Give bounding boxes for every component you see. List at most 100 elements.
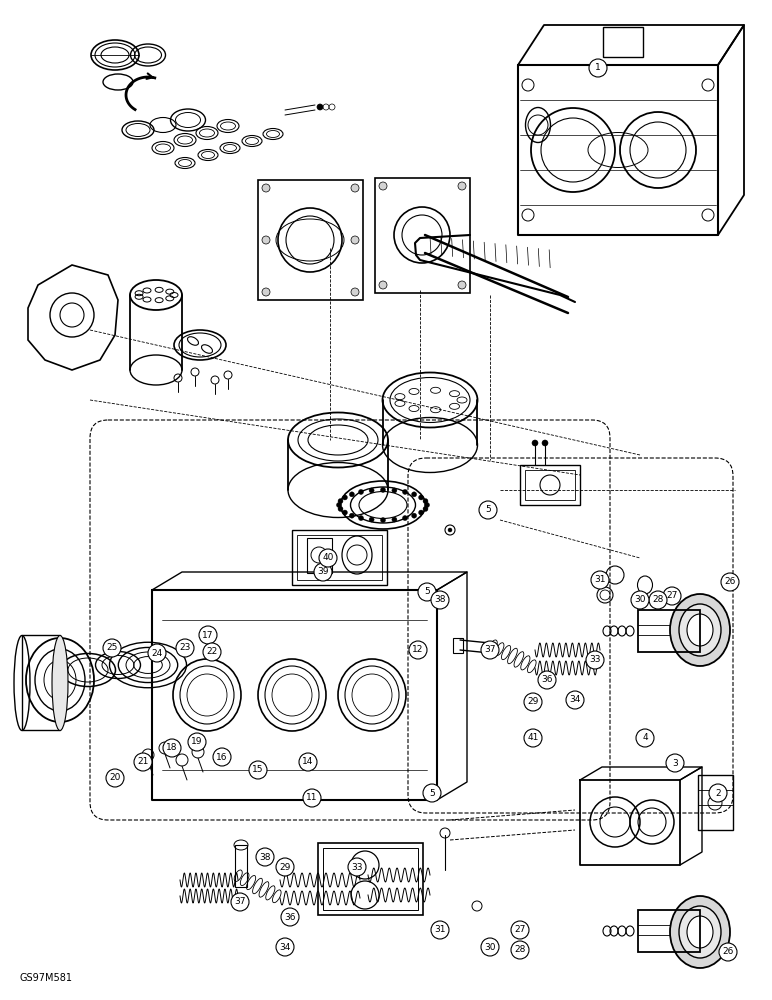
Circle shape [276, 938, 294, 956]
Text: 33: 33 [589, 656, 601, 664]
Circle shape [299, 753, 317, 771]
Text: 20: 20 [110, 774, 120, 782]
Circle shape [379, 182, 387, 190]
Circle shape [418, 495, 424, 500]
Circle shape [262, 184, 270, 192]
Text: 37: 37 [234, 898, 245, 906]
Text: 30: 30 [635, 595, 645, 604]
Circle shape [448, 528, 452, 532]
Ellipse shape [670, 896, 730, 968]
Text: 5: 5 [429, 788, 435, 798]
Circle shape [231, 893, 249, 911]
Bar [698, 775, 733, 830]
Text: 26: 26 [723, 948, 733, 956]
Circle shape [542, 440, 548, 446]
Circle shape [409, 641, 427, 659]
Text: 4: 4 [642, 734, 648, 742]
Bar [603, 27, 643, 57]
Text: 22: 22 [206, 648, 218, 656]
Circle shape [402, 516, 408, 521]
Circle shape [348, 858, 366, 876]
Circle shape [431, 591, 449, 609]
Circle shape [303, 789, 321, 807]
Circle shape [524, 729, 542, 747]
Text: 33: 33 [351, 862, 363, 871]
Text: 38: 38 [259, 852, 271, 861]
Circle shape [721, 573, 739, 591]
Circle shape [591, 571, 609, 589]
Text: 27: 27 [666, 591, 678, 600]
Text: 41: 41 [527, 734, 539, 742]
Text: 28: 28 [652, 595, 664, 604]
Ellipse shape [679, 906, 721, 958]
Bar [638, 910, 700, 952]
Text: 5: 5 [424, 587, 430, 596]
Circle shape [163, 739, 181, 757]
Circle shape [411, 492, 417, 497]
Circle shape [524, 693, 542, 711]
Circle shape [262, 236, 270, 244]
Text: 12: 12 [412, 646, 424, 654]
Text: 36: 36 [541, 676, 553, 684]
Circle shape [379, 281, 387, 289]
Circle shape [188, 733, 206, 751]
Circle shape [350, 513, 354, 518]
Circle shape [351, 236, 359, 244]
Text: 39: 39 [317, 568, 329, 576]
Circle shape [343, 495, 347, 500]
Circle shape [458, 182, 466, 190]
Circle shape [392, 488, 397, 493]
Text: 29: 29 [279, 862, 291, 871]
Bar [22, 635, 60, 730]
Text: 34: 34 [279, 942, 291, 952]
Text: 28: 28 [514, 946, 526, 954]
Circle shape [281, 908, 299, 926]
Bar [235, 845, 247, 887]
Text: 15: 15 [252, 766, 264, 774]
Circle shape [636, 729, 654, 747]
Circle shape [358, 489, 364, 494]
Circle shape [631, 591, 649, 609]
Circle shape [343, 510, 347, 515]
Ellipse shape [679, 604, 721, 656]
Text: 30: 30 [484, 942, 496, 952]
Circle shape [338, 506, 343, 511]
Text: 37: 37 [484, 646, 496, 654]
Circle shape [663, 587, 681, 605]
Text: 2: 2 [715, 788, 721, 798]
Circle shape [262, 288, 270, 296]
Text: 24: 24 [151, 648, 163, 658]
Ellipse shape [52, 636, 68, 730]
Circle shape [481, 641, 499, 659]
Text: 31: 31 [434, 926, 445, 934]
Circle shape [369, 517, 374, 522]
Bar [375, 178, 470, 293]
Circle shape [317, 104, 323, 110]
Text: 34: 34 [569, 696, 581, 704]
Circle shape [134, 753, 152, 771]
Circle shape [350, 492, 354, 497]
Circle shape [381, 518, 385, 523]
Text: 36: 36 [284, 912, 296, 922]
Circle shape [666, 754, 684, 772]
Circle shape [423, 506, 428, 511]
Bar [453, 638, 463, 653]
Text: 3: 3 [672, 758, 678, 768]
Circle shape [586, 651, 604, 669]
Ellipse shape [670, 594, 730, 666]
Circle shape [213, 748, 231, 766]
Bar [292, 530, 387, 585]
Ellipse shape [188, 337, 198, 345]
Text: 38: 38 [434, 595, 445, 604]
Circle shape [276, 858, 294, 876]
Circle shape [176, 639, 194, 657]
Bar [258, 180, 363, 300]
Circle shape [314, 563, 332, 581]
Ellipse shape [687, 916, 713, 948]
Circle shape [431, 921, 449, 939]
Bar [307, 538, 332, 573]
Bar [525, 470, 575, 500]
Bar [638, 610, 700, 652]
Text: 11: 11 [306, 794, 318, 802]
Circle shape [203, 643, 221, 661]
